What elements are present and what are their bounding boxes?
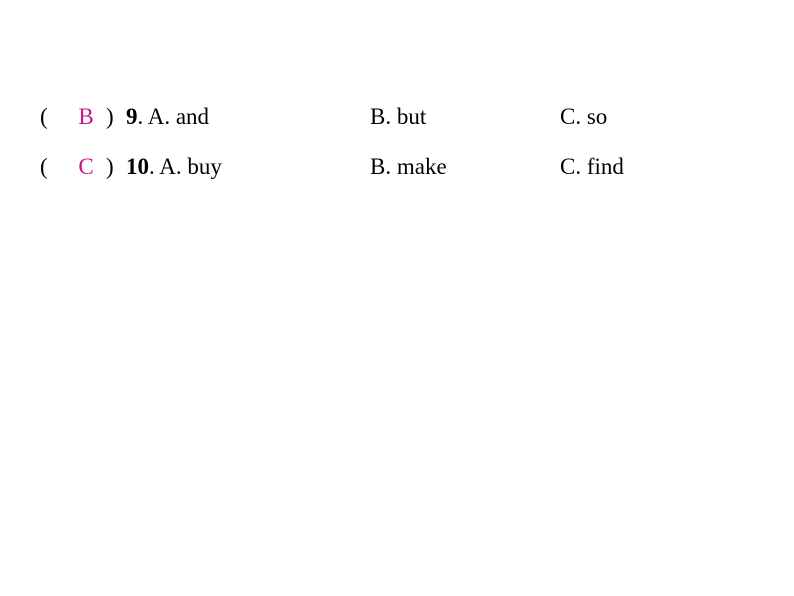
option-b: B. make bbox=[370, 152, 560, 182]
question-row: ( C ) 10. A. buy B. make C. find bbox=[40, 152, 794, 182]
option-a: 9. A. and bbox=[126, 102, 370, 132]
answer-letter: C bbox=[66, 152, 106, 182]
question-row: ( B ) 9. A. and B. but C. so bbox=[40, 102, 794, 132]
paren-open: ( bbox=[40, 152, 66, 182]
option-b: B. but bbox=[370, 102, 560, 132]
paren-open: ( bbox=[40, 102, 66, 132]
paren-close: ) bbox=[106, 102, 126, 132]
question-number: 10 bbox=[126, 154, 149, 179]
answer-letter: B bbox=[66, 102, 106, 132]
option-c: C. find bbox=[560, 152, 794, 182]
question-number: 9 bbox=[126, 104, 138, 129]
option-c: C. so bbox=[560, 102, 794, 132]
option-a-text: . A. buy bbox=[149, 154, 222, 179]
option-a: 10. A. buy bbox=[126, 152, 370, 182]
paren-close: ) bbox=[106, 152, 126, 182]
option-a-text: . A. and bbox=[138, 104, 210, 129]
